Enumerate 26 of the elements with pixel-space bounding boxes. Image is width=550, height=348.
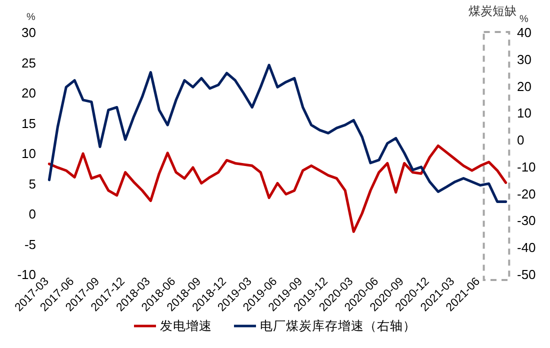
legend-label: 电厂煤炭库存增速（右轴） xyxy=(260,319,416,333)
y-tick-label: 5 xyxy=(28,176,36,192)
y2-tick-label: -50 xyxy=(517,267,536,282)
y-tick-label: 10 xyxy=(22,146,36,161)
y2-tick-label: -20 xyxy=(517,186,536,202)
y2-tick-label: 0 xyxy=(517,132,524,148)
y2-tick-label: -30 xyxy=(517,213,536,228)
y2-tick-label: 20 xyxy=(517,78,532,94)
y-tick-label: 20 xyxy=(22,86,36,100)
y2-tick-label: 10 xyxy=(517,106,532,121)
y2-tick-label: 40 xyxy=(517,25,532,40)
line-series xyxy=(48,144,508,233)
y-tick-label: -5 xyxy=(24,236,36,252)
y2-tick-label: -40 xyxy=(517,240,536,256)
text: 煤炭短缺 xyxy=(468,4,516,18)
y-axis-title: % xyxy=(26,12,36,23)
y-tick-label: 25 xyxy=(22,55,36,70)
y-tick-label: 30 xyxy=(22,25,36,40)
legend-label: 发电增速 xyxy=(160,319,212,333)
y2-tick-label: -10 xyxy=(517,159,536,174)
line-series xyxy=(48,64,508,203)
y2-tick-label: 30 xyxy=(517,52,532,67)
y-tick-label: 0 xyxy=(28,206,36,222)
y-tick-label: -10 xyxy=(17,267,36,282)
y2-axis-title: % xyxy=(520,14,529,25)
y-tick-label: 15 xyxy=(22,116,36,131)
